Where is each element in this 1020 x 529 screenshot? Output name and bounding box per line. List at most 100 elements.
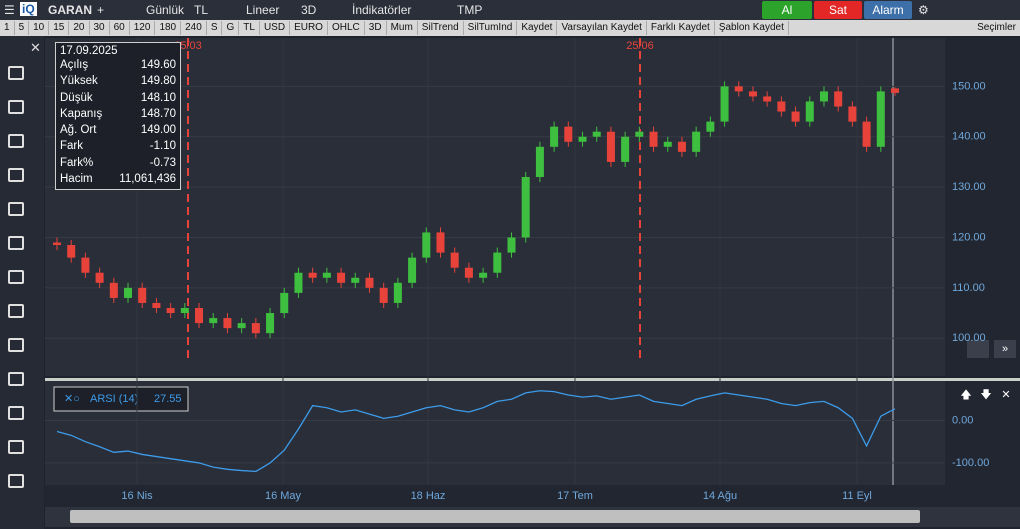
info-value: 149.80 [140,75,176,88]
candle-body [266,313,275,334]
toolbar-item[interactable]: 15 [49,21,70,35]
toolbar-item[interactable]: 60 [110,21,130,35]
scroll-thumb[interactable] [70,510,920,523]
pane-divider [45,378,1020,381]
tool-icon[interactable] [8,474,24,488]
candle-body [862,121,871,147]
candle-body [81,257,90,273]
candle-body [805,101,814,122]
candle-body [763,96,772,102]
candle-body [337,272,346,283]
close-panel[interactable]: ✕ [30,40,41,55]
toolbar-item[interactable]: EURO [290,21,328,35]
period[interactable]: Günlük [146,3,185,17]
btn-screen[interactable] [967,340,989,358]
toolbar-item[interactable]: SilTrend [418,21,464,35]
toolbar-item[interactable]: USD [260,21,291,35]
toolbar-item[interactable]: TL [239,21,260,35]
tool-icon[interactable] [8,440,24,454]
candle-body [351,277,360,283]
info-row: Kapanış 148.70 [60,106,176,122]
toolbar-item[interactable]: 30 [90,21,110,35]
candle-body [237,323,246,329]
btn-next[interactable] [994,340,1016,358]
tool-icon[interactable] [8,372,24,386]
candle-body [408,257,417,283]
info-value: 148.70 [140,107,176,120]
sell-button[interactable]: Sat [814,1,862,19]
info-value: 149.00 [140,124,176,137]
scale[interactable]: Lineer [246,3,280,17]
candle-body [464,267,473,278]
template[interactable]: TMP [457,3,483,17]
candle-body [109,282,118,298]
settings-icon[interactable]: ⚙ [918,3,929,17]
btn-close-pane[interactable]: ✕ [1001,389,1010,401]
toolbar-item[interactable]: 120 [130,21,156,35]
selections[interactable]: Seçimler [977,22,1016,33]
x-tick-label: 17 Tem [557,490,593,502]
candle-body [436,232,445,253]
tool-icon[interactable] [8,134,24,148]
toolbar-item[interactable]: 180 [155,21,182,35]
toolbar-item[interactable]: Farklı Kaydet [647,21,715,35]
btn-next-icon[interactable]: » [1002,343,1008,355]
info-row: Hacim 11,061,436 [60,171,176,187]
symbol[interactable]: GARAN [48,3,92,17]
tool-icon[interactable] [8,406,24,420]
candle-body [365,277,374,288]
toolbar-item[interactable]: Şablon Kaydet [715,21,789,35]
toolbar-item[interactable]: 1 [0,21,15,35]
toolbar-item[interactable]: 20 [69,21,90,35]
btn-up[interactable]: 🡅 [960,388,971,401]
candle-body [393,282,402,303]
tool-icon[interactable] [8,270,24,284]
tool-icon[interactable] [8,304,24,318]
toolbar-item[interactable]: OHLC [328,21,365,35]
btn-down[interactable]: 🡇 [980,389,991,401]
currency[interactable]: TL [194,3,209,17]
candle-body [223,318,232,329]
time-axis [45,485,1020,507]
toolbar-item[interactable]: Mum [387,21,418,35]
toolbar-item[interactable]: S [207,21,223,35]
indicator-axis [945,381,1020,485]
indicator-name: ARSI (14) [90,393,138,405]
candle-body [450,252,459,268]
info-row: Ağ. Ort 149.00 [60,122,176,138]
tool-icon[interactable] [8,168,24,182]
candle-body [138,287,147,303]
legend-icon[interactable]: ✕○ [64,393,80,405]
candle-body [663,141,672,147]
menu-icon[interactable]: ☰ [4,3,15,17]
toolbar-item[interactable]: SilTumInd [464,21,518,35]
tool-icon[interactable] [8,338,24,352]
info-row: Yüksek 149.80 [60,73,176,89]
toolbar-item[interactable]: 240 [181,21,207,35]
tool-icon[interactable] [8,236,24,250]
candle-body [294,272,303,293]
tool-icon[interactable] [8,202,24,216]
candle-body [720,86,729,122]
second-toolbar: 1 5 10 15 20 30 60 120 180 240 S G TL USD EURO OHLC 3D Mu… [0,20,1020,36]
candle-body [124,287,133,298]
alarm-button[interactable]: Alarm [864,1,912,19]
price-pane [45,38,945,376]
toolbar-item[interactable]: Varsayılan Kaydet [557,21,647,35]
toolbar-item[interactable]: Kaydet [517,21,558,35]
toolbar-item[interactable]: G [222,21,240,35]
marker-label: 25/06 [626,40,654,52]
buy-button[interactable]: Al [762,1,812,19]
candle-body [635,131,644,137]
mode-3d[interactable]: 3D [301,3,317,17]
tool-icon[interactable] [8,66,24,80]
indicators[interactable]: İndikatörler [352,3,412,17]
tool-icon[interactable] [8,100,24,114]
add-symbol[interactable]: + [97,3,105,17]
info-box: 17.09.2025 Açılış 149.60 Yüksek 149.80 Düşük… [55,42,181,190]
toolbar-item[interactable]: 5 [15,21,30,35]
toolbar-item[interactable]: 10 [29,21,50,35]
candle-body [606,131,615,162]
toolbar-item[interactable]: 3D [365,21,387,35]
